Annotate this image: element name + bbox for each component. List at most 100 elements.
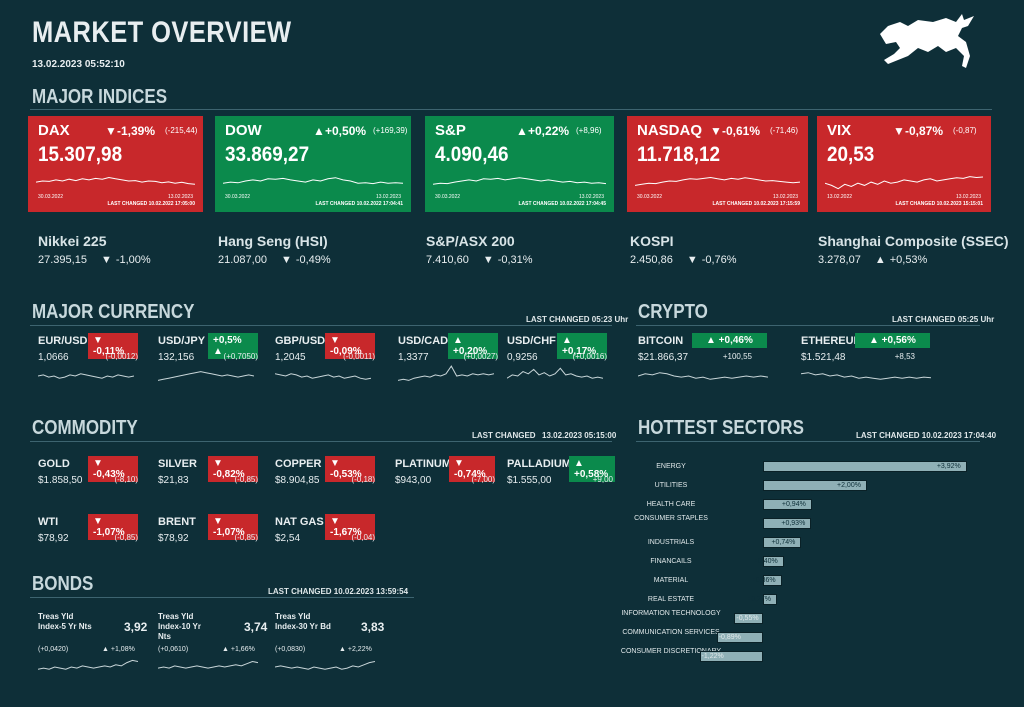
minor-index-name: S&P/ASX 200 — [426, 233, 515, 249]
sector-bar[interactable] — [763, 537, 802, 548]
currency-diff: (+0,0016) — [572, 352, 607, 361]
sectors-last-changed: LAST CHANGED 10.02.2023 17:04:40 — [856, 431, 997, 440]
commodity-price: $1.555,00 — [507, 475, 552, 486]
index-last-changed: LAST CHANGED 10.02.2022 17:05:00 — [107, 201, 195, 207]
commodity-palladium[interactable]: PALLADIUM ▲ +0,58% $1.555,00 +9,00 — [507, 456, 615, 490]
sector-bar[interactable] — [763, 480, 867, 491]
commodity-name: NAT GAS — [275, 516, 324, 528]
sector-bar[interactable] — [763, 461, 967, 472]
minor-index-value: 2.450,86 — [630, 254, 673, 266]
index-change-points: (+8,96) — [576, 126, 602, 135]
crypto-ethereum[interactable]: ETHEREUM ▲ +0,56% $1.521,48 +8,53 — [801, 333, 936, 395]
minor-index[interactable]: Nikkei 225 27.395,15 ▼ -1,00% — [38, 233, 151, 266]
currency-pair: USD/JPY — [158, 335, 206, 347]
currency-diff: (+0,0027) — [463, 352, 498, 361]
minor-index-value: 3.278,07 — [818, 254, 861, 266]
sparkline-path — [275, 373, 371, 380]
bond-item[interactable]: Treas Yld Index-5 Yr Nts 3,92 (+0,0420) ▲ +… — [38, 612, 150, 684]
sector-value: -0,89% — [718, 634, 741, 641]
index-card-sp[interactable]: S&P ▲ +0,22% (+8,96) 4.090,46 30.03.2022 13.02… — [425, 116, 614, 212]
commodity-change-badge: ▼ -1,07% — [208, 514, 258, 540]
minor-index-name: Shanghai Composite (SSEC) — [818, 233, 1009, 249]
minor-index[interactable]: Hang Seng (HSI) 21.087,00 ▼ -0,49% — [218, 233, 331, 266]
minor-index-change: -1,00% — [115, 254, 151, 266]
commodity-change-badge: ▼ -0,82% — [208, 456, 258, 482]
commodity-name: SILVER — [158, 458, 197, 470]
crypto-heading: CRYPTO — [638, 301, 708, 323]
currency-pair: USD/CAD — [398, 335, 449, 347]
sector-bar[interactable] — [699, 651, 763, 662]
minor-index-row: 21.087,00 ▼ -0,49% — [218, 254, 331, 266]
currency-gbp-usd[interactable]: GBP/USD ▼ -0,09% 1,2045 (-0,0011) — [275, 333, 375, 395]
crypto-bitcoin[interactable]: BITCOIN ▲ +0,46% $21.866,37 +100,55 — [638, 333, 773, 395]
minor-index-change: -0,76% — [701, 254, 737, 266]
currency-pair: EUR/USD — [38, 335, 88, 347]
sector-value: +3,92% — [936, 463, 961, 470]
bond-sparkline — [38, 659, 138, 670]
commodity-price: $8.904,85 — [275, 475, 320, 486]
minor-index-arrow: ▼ — [100, 254, 112, 266]
sector-bar[interactable] — [716, 632, 763, 643]
commodity-nat-gas[interactable]: NAT GAS ▼ -1,67% $2,54 (-0,04) — [275, 514, 375, 548]
crypto-name: BITCOIN — [638, 335, 684, 347]
index-sparkline — [36, 176, 195, 185]
major-indices-divider — [30, 109, 992, 110]
minor-index[interactable]: Shanghai Composite (SSEC) 3.278,07 ▲ +0,53% — [818, 233, 1009, 266]
minor-index[interactable]: KOSPI 2.450,86 ▼ -0,76% — [630, 233, 737, 266]
commodity-change-badge: ▼ -1,67% — [325, 514, 375, 540]
minor-index-name: Nikkei 225 — [38, 233, 107, 249]
currency-rate: 1,2045 — [275, 352, 306, 363]
sectors-heading: HOTTEST SECTORS — [638, 417, 804, 439]
sectors-divider — [636, 441, 980, 442]
crypto-diff: +8,53 — [894, 352, 915, 361]
sector-bar[interactable] — [763, 556, 784, 567]
index-sparkline — [635, 176, 800, 186]
index-change-percent: -0,61% — [722, 124, 761, 138]
bond-item[interactable]: Treas Yld Index-10 Yr Nts 3,74 (+0,0610) ▲ … — [158, 612, 270, 684]
index-card-dax[interactable]: DAX ▼ -1,39% (-215,44) 15.307,98 30.03.2022 13… — [28, 116, 203, 212]
commodity-silver[interactable]: SILVER ▼ -0,82% $21,83 (-0,85) — [158, 456, 258, 490]
minor-index-row: 2.450,86 ▼ -0,76% — [630, 254, 737, 266]
page-datetime: 13.02.2023 05:52:10 — [32, 59, 125, 70]
commodity-platinum[interactable]: PLATINUM ▼ -0,74% $943,00 (-7,00) — [395, 456, 495, 490]
index-arrow: ▼ — [710, 124, 722, 138]
currency-heading: MAJOR CURRENCY — [32, 301, 195, 323]
sparkline-path — [638, 372, 768, 380]
index-card-vix[interactable]: VIX ▼ -0,87% (-0,87) 20,53 13.02.2022 13.02.20… — [817, 116, 991, 212]
bond-sparkline — [158, 660, 258, 669]
minor-index-name: KOSPI — [630, 233, 674, 249]
currency-sparkline — [158, 371, 254, 381]
index-card-dow[interactable]: DOW ▲ +0,50% (+169,39) 33.869,27 30.03.2022 13… — [215, 116, 411, 212]
bond-diff: (+0,0830) — [275, 646, 306, 653]
currency-rate: 0,9256 — [507, 352, 538, 363]
commodity-copper[interactable]: COPPER ▼ -0,53% $8.904,85 (-0,18) — [275, 456, 375, 490]
commodity-name: PALLADIUM — [507, 458, 571, 470]
bond-change: ▲ +1,66% — [222, 646, 255, 653]
currency-eur-usd[interactable]: EUR/USD ▼ -0,11% 1,0666 (-0,0012) — [38, 333, 138, 395]
index-change-points: (-0,87) — [953, 126, 977, 135]
sector-bar[interactable] — [763, 518, 812, 529]
currency-usd-cad[interactable]: USD/CAD ▲ +0,20% 1,3377 (+0,0027) — [398, 333, 498, 395]
commodity-name: COPPER — [275, 458, 322, 470]
commodity-wti[interactable]: WTI ▼ -1,07% $78,92 (-0,85) — [38, 514, 138, 548]
sector-bar[interactable] — [734, 613, 763, 624]
commodity-brent[interactable]: BRENT ▼ -1,07% $78,92 (-0,85) — [158, 514, 258, 548]
sector-bar[interactable] — [763, 594, 778, 605]
crypto-divider — [636, 325, 980, 326]
currency-usd-chf[interactable]: USD/CHF ▲ +0,17% 0,9256 (+0,0016) — [507, 333, 607, 395]
bond-item[interactable]: Treas Yld Index-30 Yr Bd 3,83 (+0,0830) ▲ +… — [275, 612, 387, 684]
index-card-nasdaq[interactable]: NASDAQ ▼ -0,61% (-71,46) 11.718,12 30.03.2022… — [627, 116, 808, 212]
crypto-diff: +100,55 — [722, 352, 752, 361]
currency-pair: USD/CHF — [507, 335, 556, 347]
bond-name: Treas Yld Index-10 Yr Nts — [158, 612, 201, 641]
sector-bar[interactable] — [763, 575, 782, 586]
currency-usd-jpy[interactable]: USD/JPY +0,5% ▲ 132,156 (+0,7050) — [158, 333, 258, 395]
bond-yield: 3,83 — [361, 620, 385, 634]
sector-value: +0,40% — [753, 558, 778, 565]
sector-bar[interactable] — [763, 499, 812, 510]
sector-value: -1,22% — [701, 653, 724, 660]
commodity-gold[interactable]: GOLD ▼ -0,43% $1.858,50 (-8,10) — [38, 456, 138, 490]
minor-index[interactable]: S&P/ASX 200 7.410,60 ▼ -0,31% — [426, 233, 533, 266]
index-value: 20,53 — [827, 143, 875, 166]
currency-change-badge: +0,5% ▲ — [208, 333, 258, 359]
